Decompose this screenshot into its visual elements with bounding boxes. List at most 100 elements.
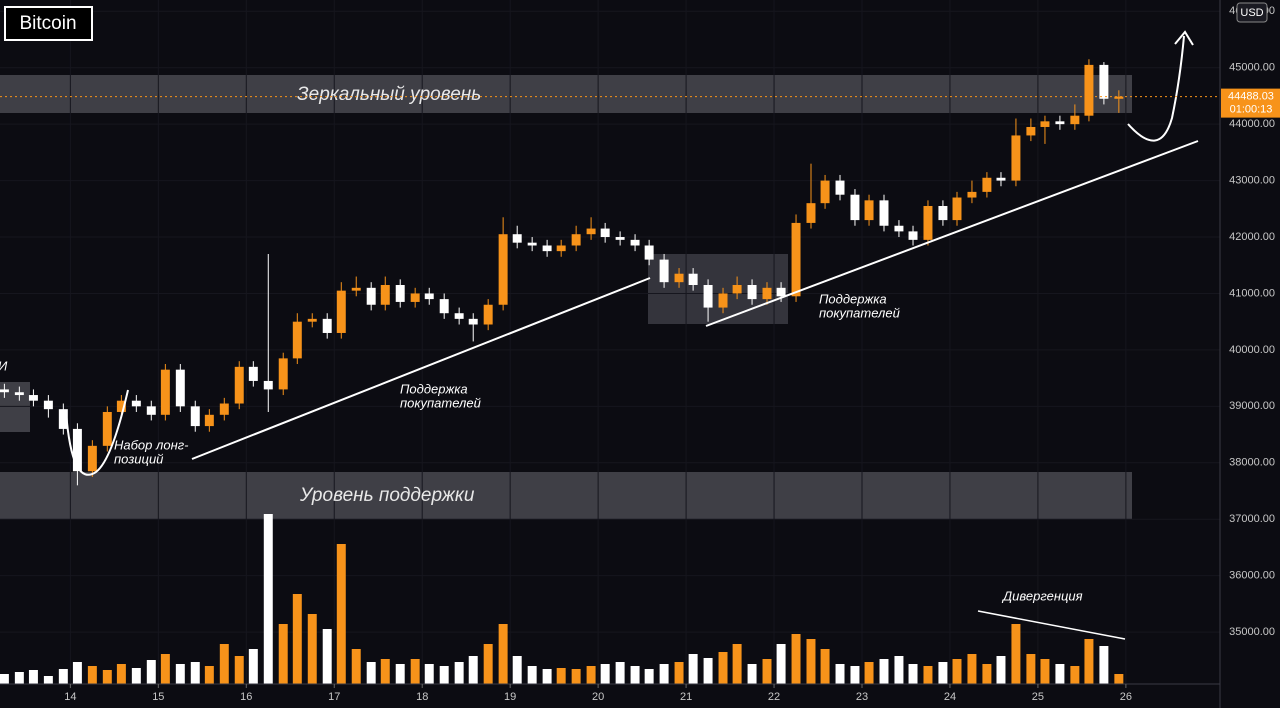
candle-body bbox=[747, 285, 757, 300]
volume-bar bbox=[14, 672, 24, 684]
candle-body bbox=[336, 290, 346, 333]
x-tick-label: 19 bbox=[504, 691, 516, 703]
currency-badge: USD bbox=[1236, 2, 1268, 23]
candle-body bbox=[586, 228, 596, 235]
candle-body bbox=[1026, 126, 1036, 136]
volume-bar bbox=[1099, 646, 1109, 684]
currency-frame[interactable] bbox=[1236, 2, 1268, 23]
volume-bar bbox=[630, 666, 640, 684]
volume-bar bbox=[263, 514, 273, 684]
candle-body bbox=[820, 180, 830, 204]
candle-body bbox=[806, 203, 816, 223]
x-tick-label: 15 bbox=[152, 691, 164, 703]
volume-bar bbox=[439, 666, 449, 684]
volume-bar bbox=[659, 664, 669, 684]
countdown-label: 01:00:13 bbox=[1230, 104, 1273, 116]
volume-bar bbox=[102, 670, 112, 684]
volume-bar bbox=[835, 664, 845, 684]
candle-body bbox=[219, 403, 229, 415]
annotation: покупателей bbox=[819, 305, 900, 320]
volume-bar bbox=[762, 659, 772, 684]
arc bbox=[65, 389, 129, 476]
volume-bar bbox=[146, 660, 156, 684]
candle-body bbox=[204, 414, 214, 427]
candle-body bbox=[439, 299, 449, 314]
volume-bar bbox=[395, 664, 405, 684]
candle-body bbox=[718, 293, 728, 308]
volume-bar bbox=[366, 662, 376, 684]
candle-body bbox=[190, 406, 200, 427]
candle-body bbox=[703, 285, 713, 308]
volume-bar bbox=[1055, 664, 1065, 684]
x-tick-label: 24 bbox=[944, 691, 956, 703]
candle-body bbox=[263, 380, 273, 390]
currency-label[interactable]: USD bbox=[1240, 7, 1263, 19]
trend-line bbox=[191, 277, 651, 460]
volume-bar bbox=[1026, 654, 1036, 684]
x-tick-label: 20 bbox=[592, 691, 604, 703]
volume-bar bbox=[556, 668, 566, 684]
x-tick-label: 17 bbox=[328, 691, 340, 703]
y-tick-label: 36000.00 bbox=[1229, 570, 1275, 582]
candle-body bbox=[850, 194, 860, 221]
candle-body bbox=[923, 205, 933, 240]
volume-bar bbox=[131, 668, 141, 684]
volume-bar bbox=[688, 654, 698, 684]
volume-bar bbox=[234, 656, 244, 684]
divergence-line bbox=[977, 610, 1126, 640]
candle-body bbox=[1040, 121, 1050, 127]
candle-body bbox=[615, 237, 625, 240]
candle-body bbox=[248, 366, 258, 381]
volume-bar bbox=[219, 644, 229, 684]
annotation: Набор лонг- bbox=[114, 437, 189, 452]
candle-body bbox=[952, 197, 962, 221]
candle-body bbox=[542, 245, 552, 252]
annotations: Зеркальный уровень Уровень поддержки И Н… bbox=[0, 84, 1083, 603]
axes: 35000.00 36000.00 37000.00 38000.00 39000.00… bbox=[64, 5, 1275, 703]
annotation: Поддержка bbox=[400, 381, 468, 396]
volume-bar bbox=[571, 669, 581, 684]
candle-body bbox=[791, 222, 801, 297]
arrow-curve bbox=[1127, 35, 1185, 142]
zone-label: Уровень поддержки bbox=[299, 485, 475, 506]
volume-bar bbox=[380, 659, 390, 684]
volume-bar bbox=[58, 669, 68, 684]
candle-body bbox=[556, 245, 566, 252]
candle-body bbox=[454, 313, 464, 319]
annotation: позиций bbox=[114, 451, 163, 466]
y-tick-label: 35000.00 bbox=[1229, 626, 1275, 638]
volume-bar bbox=[87, 666, 97, 684]
x-tick-label: 23 bbox=[856, 691, 868, 703]
volume-bar bbox=[424, 664, 434, 684]
volume-bar bbox=[292, 594, 302, 684]
volume-bar bbox=[1114, 674, 1124, 684]
candle-body bbox=[1114, 96, 1124, 99]
volume-bar bbox=[747, 664, 757, 684]
x-tick-label: 16 bbox=[240, 691, 252, 703]
candle-body bbox=[512, 234, 522, 243]
candle-body bbox=[498, 234, 508, 305]
x-tick-label: 18 bbox=[416, 691, 428, 703]
volume-bar bbox=[820, 649, 830, 684]
volume-bar bbox=[483, 644, 493, 684]
candle-body bbox=[146, 406, 156, 415]
volume-bar bbox=[952, 659, 962, 684]
candle-body bbox=[630, 239, 640, 246]
x-tick-label: 22 bbox=[768, 691, 780, 703]
chart-title: Bitcoin bbox=[19, 13, 76, 34]
candle-body bbox=[395, 285, 405, 302]
volume-bar bbox=[410, 659, 420, 684]
candle-body bbox=[380, 285, 390, 305]
y-tick-label: 37000.00 bbox=[1229, 513, 1275, 525]
candle-body bbox=[292, 321, 302, 359]
annotation: И bbox=[0, 358, 8, 373]
candle-body bbox=[908, 231, 918, 240]
candle-body bbox=[571, 234, 581, 246]
candle-body bbox=[996, 177, 1006, 181]
candle-body bbox=[762, 287, 772, 300]
candle-body bbox=[0, 389, 9, 393]
volume-bar bbox=[43, 676, 53, 684]
candle-body bbox=[424, 293, 434, 300]
